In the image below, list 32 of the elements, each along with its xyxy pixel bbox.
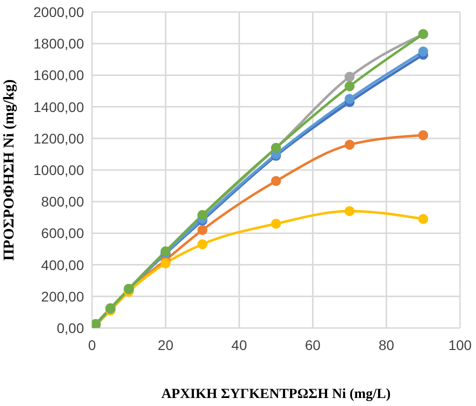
y-axis-title: ΠΡΟΣΡΟΦΗΣΗ Ni (mg/kg)	[1, 79, 18, 261]
point	[197, 239, 208, 250]
y-tick-label: 1400,00	[33, 98, 84, 115]
x-axis-title: ΑΡΧΙΚΗ ΣΥΓΚΕΝΤΡΩΣΗ Ni (mg/L)	[161, 387, 392, 402]
y-tick-label: 0,00	[56, 320, 84, 336]
point	[418, 130, 428, 140]
point	[418, 214, 428, 224]
y-tick-label: 200,00	[41, 288, 84, 304]
point	[344, 206, 355, 216]
y-tick-label: 1600,00	[33, 67, 84, 84]
x-tick-label: 0	[88, 337, 96, 353]
point	[344, 72, 355, 82]
x-tick-label: 100	[448, 337, 472, 353]
x-tick-label: 80	[378, 337, 394, 353]
point	[271, 176, 281, 186]
y-tick-label: 600,00	[41, 225, 84, 242]
y-tick-label: 1000,00	[33, 162, 84, 178]
y-tick-label: 1200,00	[33, 130, 84, 146]
y-tick-label: 1800,00	[33, 36, 84, 52]
point	[344, 94, 355, 104]
y-tick-label: 400,00	[41, 256, 84, 273]
point	[197, 225, 208, 236]
point	[344, 81, 355, 92]
x-tick-label: 20	[158, 337, 174, 353]
x-tick-label: 40	[231, 337, 248, 353]
point	[271, 218, 281, 229]
point	[160, 258, 171, 268]
x-tick-label: 60	[305, 337, 321, 353]
point	[344, 140, 355, 150]
point	[418, 46, 428, 56]
y-tick-label: 800,00	[41, 194, 84, 210]
y-tick-label: 2000,00	[33, 4, 84, 20]
